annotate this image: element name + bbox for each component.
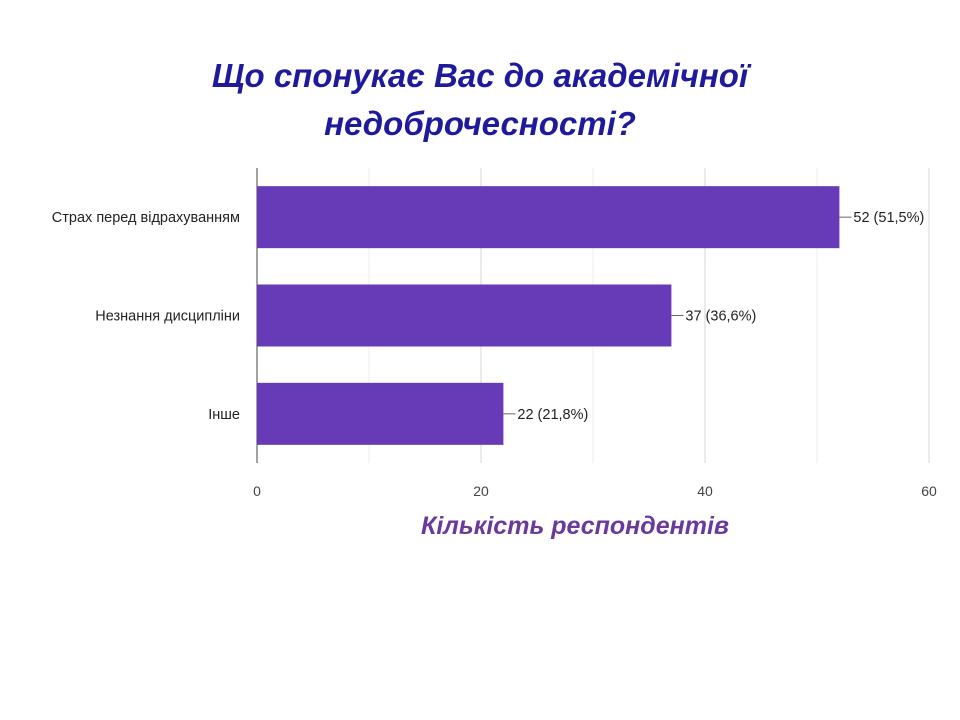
category-label: Незнання дисципліни [95, 309, 240, 325]
data-label: 52 (51,5%) [853, 210, 924, 226]
x-tick-label: 60 [921, 483, 937, 499]
chart-title: Що спонукає Вас до академічної недоброче… [0, 52, 960, 148]
x-tick-label: 40 [697, 483, 713, 499]
category-label: Інше [208, 407, 240, 423]
chart-title-line-1: Що спонукає Вас до академічної [211, 57, 749, 94]
x-tick-label: 20 [473, 483, 489, 499]
chart-title-line-2: недоброчесності? [324, 105, 636, 142]
category-label: Страх перед відрахуванням [52, 210, 240, 226]
x-tick-label: 0 [253, 483, 261, 499]
data-label: 37 (36,6%) [685, 309, 756, 325]
bar [257, 186, 840, 249]
bar [257, 382, 504, 445]
data-label: 22 (21,8%) [517, 407, 588, 423]
x-axis-label: Кількість респондентів [420, 512, 729, 540]
bar [257, 284, 672, 347]
